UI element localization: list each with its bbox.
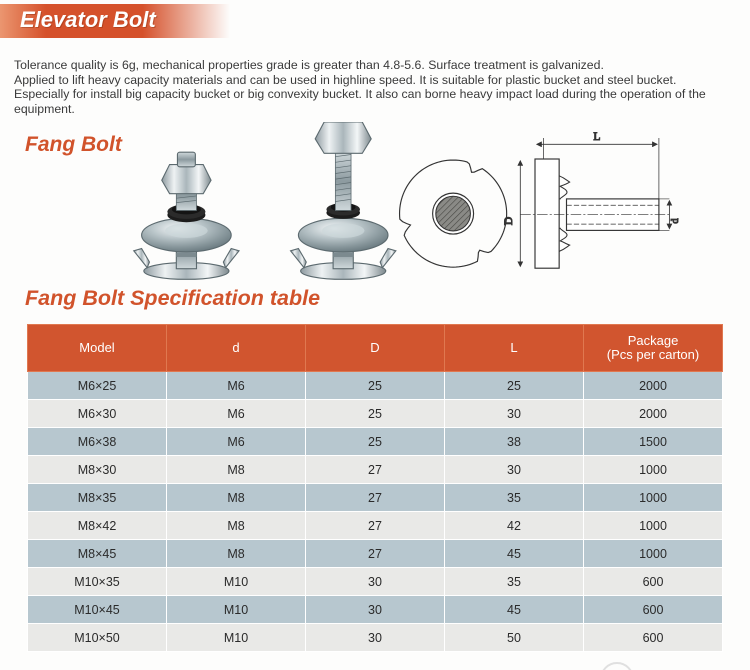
svg-text:D: D	[503, 217, 515, 225]
svg-text:L: L	[593, 131, 600, 143]
svg-text:d: d	[670, 218, 681, 224]
